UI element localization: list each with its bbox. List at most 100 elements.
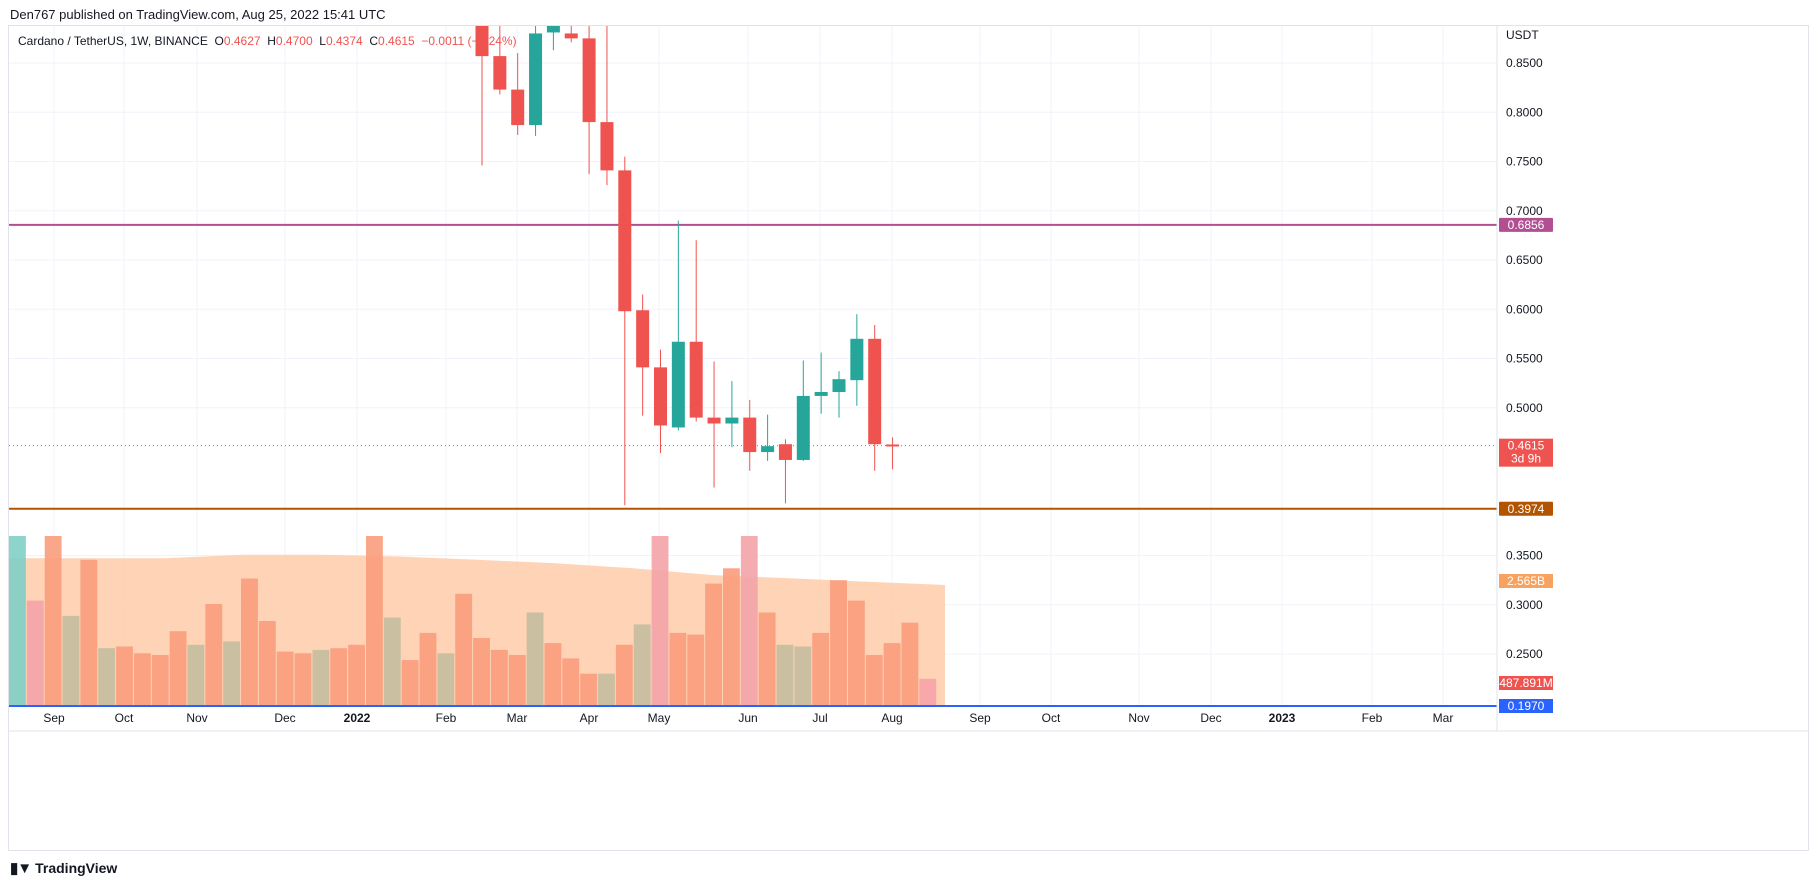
candle-body	[600, 122, 614, 171]
candles	[475, 26, 900, 506]
candle-body	[475, 26, 489, 57]
volume-bar	[544, 643, 562, 706]
y-tick-label: 0.5500	[1506, 352, 1543, 366]
y-tick-label: 0.2500	[1506, 647, 1543, 661]
y-tick-label: 0.7000	[1506, 204, 1543, 218]
candle-body	[886, 444, 900, 447]
volume-bar	[383, 617, 401, 706]
volume-bar	[669, 632, 687, 706]
x-tick-label: Oct	[1042, 711, 1061, 725]
volume-bar	[562, 658, 580, 706]
x-tick-label: Sep	[43, 711, 65, 725]
tradingview-logo[interactable]: ▮▼ TradingView	[10, 859, 117, 877]
volume-bar	[205, 604, 223, 706]
volume-bar	[133, 653, 151, 706]
y-axis-unit: USDT	[1506, 28, 1539, 42]
brand-name: TradingView	[35, 860, 118, 876]
candle-body	[564, 33, 578, 39]
volume-bar	[633, 624, 651, 706]
horizontal-lines[interactable]	[9, 223, 1497, 707]
volume-bar	[919, 678, 937, 706]
volume-bar	[116, 646, 133, 706]
volume-bar	[9, 536, 26, 706]
candle-body	[654, 367, 667, 426]
volume-bar	[241, 578, 258, 706]
candle-body	[832, 379, 846, 392]
volume-bar	[901, 622, 919, 706]
low-label: L	[319, 34, 326, 48]
price-level-badge-text: 0.3974	[1508, 502, 1545, 516]
symbol-title: Cardano / TetherUS, 1W, BINANCE	[18, 34, 208, 48]
volume-bar	[598, 673, 615, 706]
candle-body	[796, 395, 810, 460]
volume-bar	[508, 655, 526, 706]
candle-body	[689, 341, 703, 418]
candle-body	[636, 310, 650, 368]
volume-bar	[740, 536, 758, 706]
volume-bar	[44, 536, 62, 706]
volume-bar	[276, 651, 294, 706]
y-tick-label: 0.3500	[1506, 549, 1543, 563]
volume-bar	[62, 615, 80, 706]
y-tick-label: 0.6000	[1506, 302, 1543, 316]
volume-bar	[294, 653, 312, 706]
x-tick-label: Nov	[1128, 711, 1149, 725]
volume-badge-text: 2.565B	[1507, 574, 1545, 588]
volume-bar	[98, 648, 116, 706]
baseline-badge-text: 0.1970	[1508, 699, 1545, 713]
volume-bar	[490, 649, 508, 706]
x-tick-label: Mar	[507, 711, 528, 725]
volume-bar	[723, 568, 740, 706]
chart-frame	[8, 25, 1809, 851]
x-tick-label: May	[648, 711, 671, 725]
high-value: 0.4700	[275, 34, 313, 48]
volume-bar	[776, 644, 794, 706]
volume-bar	[865, 655, 883, 706]
volume-bar	[187, 644, 205, 706]
volume-badge-text: 487.891M	[1499, 676, 1552, 690]
volume-bar	[348, 644, 365, 706]
volume-bar	[455, 593, 473, 706]
high-label: H	[267, 34, 276, 48]
open-label: O	[214, 34, 224, 48]
volume-bar	[223, 641, 241, 706]
x-tick-label: Jul	[812, 711, 827, 725]
candle-body	[725, 417, 739, 424]
candle-body	[546, 26, 560, 33]
candle-body	[778, 444, 792, 460]
current-price-badge	[1499, 438, 1553, 467]
volume-bar	[258, 621, 276, 706]
x-tick-label: Dec	[274, 711, 295, 725]
volume-bar	[473, 638, 490, 706]
x-tick-label: Mar	[1433, 711, 1454, 725]
open-value: 0.4627	[223, 34, 261, 48]
volume-bar	[169, 631, 187, 706]
x-tick-label: Feb	[1362, 711, 1383, 725]
change-value: −0.0011 (−0.24%)	[421, 34, 517, 48]
price-level-badge-text: 0.6856	[1508, 218, 1545, 232]
price-level-badge	[1499, 217, 1553, 232]
current-price-badge-text: 0.4615	[1508, 439, 1545, 453]
volume-bar	[80, 559, 98, 706]
x-tick-label: Dec	[1200, 711, 1221, 725]
y-tick-label: 0.8000	[1506, 105, 1543, 119]
publisher-credit: Den767 published on TradingView.com, Aug…	[10, 7, 386, 22]
x-tick-label: Sep	[969, 711, 991, 725]
axes: 0.8500 0.8000 0.7500 0.7000 0.6500 0.6000 0.55…	[9, 26, 1809, 732]
candle-body	[529, 33, 543, 126]
volume-bar	[883, 643, 901, 706]
volume-bar	[830, 580, 847, 706]
volume-bar	[151, 655, 169, 706]
candle-body	[743, 417, 757, 453]
x-tick-label: Apr	[580, 711, 599, 725]
baseline-badge	[1499, 699, 1553, 713]
symbol-legend: Cardano / TetherUS, 1W, BINANCE O0.4627 …	[18, 34, 517, 48]
candle-body	[761, 446, 775, 453]
volume-bar	[705, 583, 722, 706]
volume-bar	[330, 648, 348, 706]
volume-bar	[651, 536, 669, 706]
volume-bar	[526, 612, 544, 706]
y-tick-label: 0.5000	[1506, 401, 1543, 415]
candle-body	[814, 391, 828, 396]
